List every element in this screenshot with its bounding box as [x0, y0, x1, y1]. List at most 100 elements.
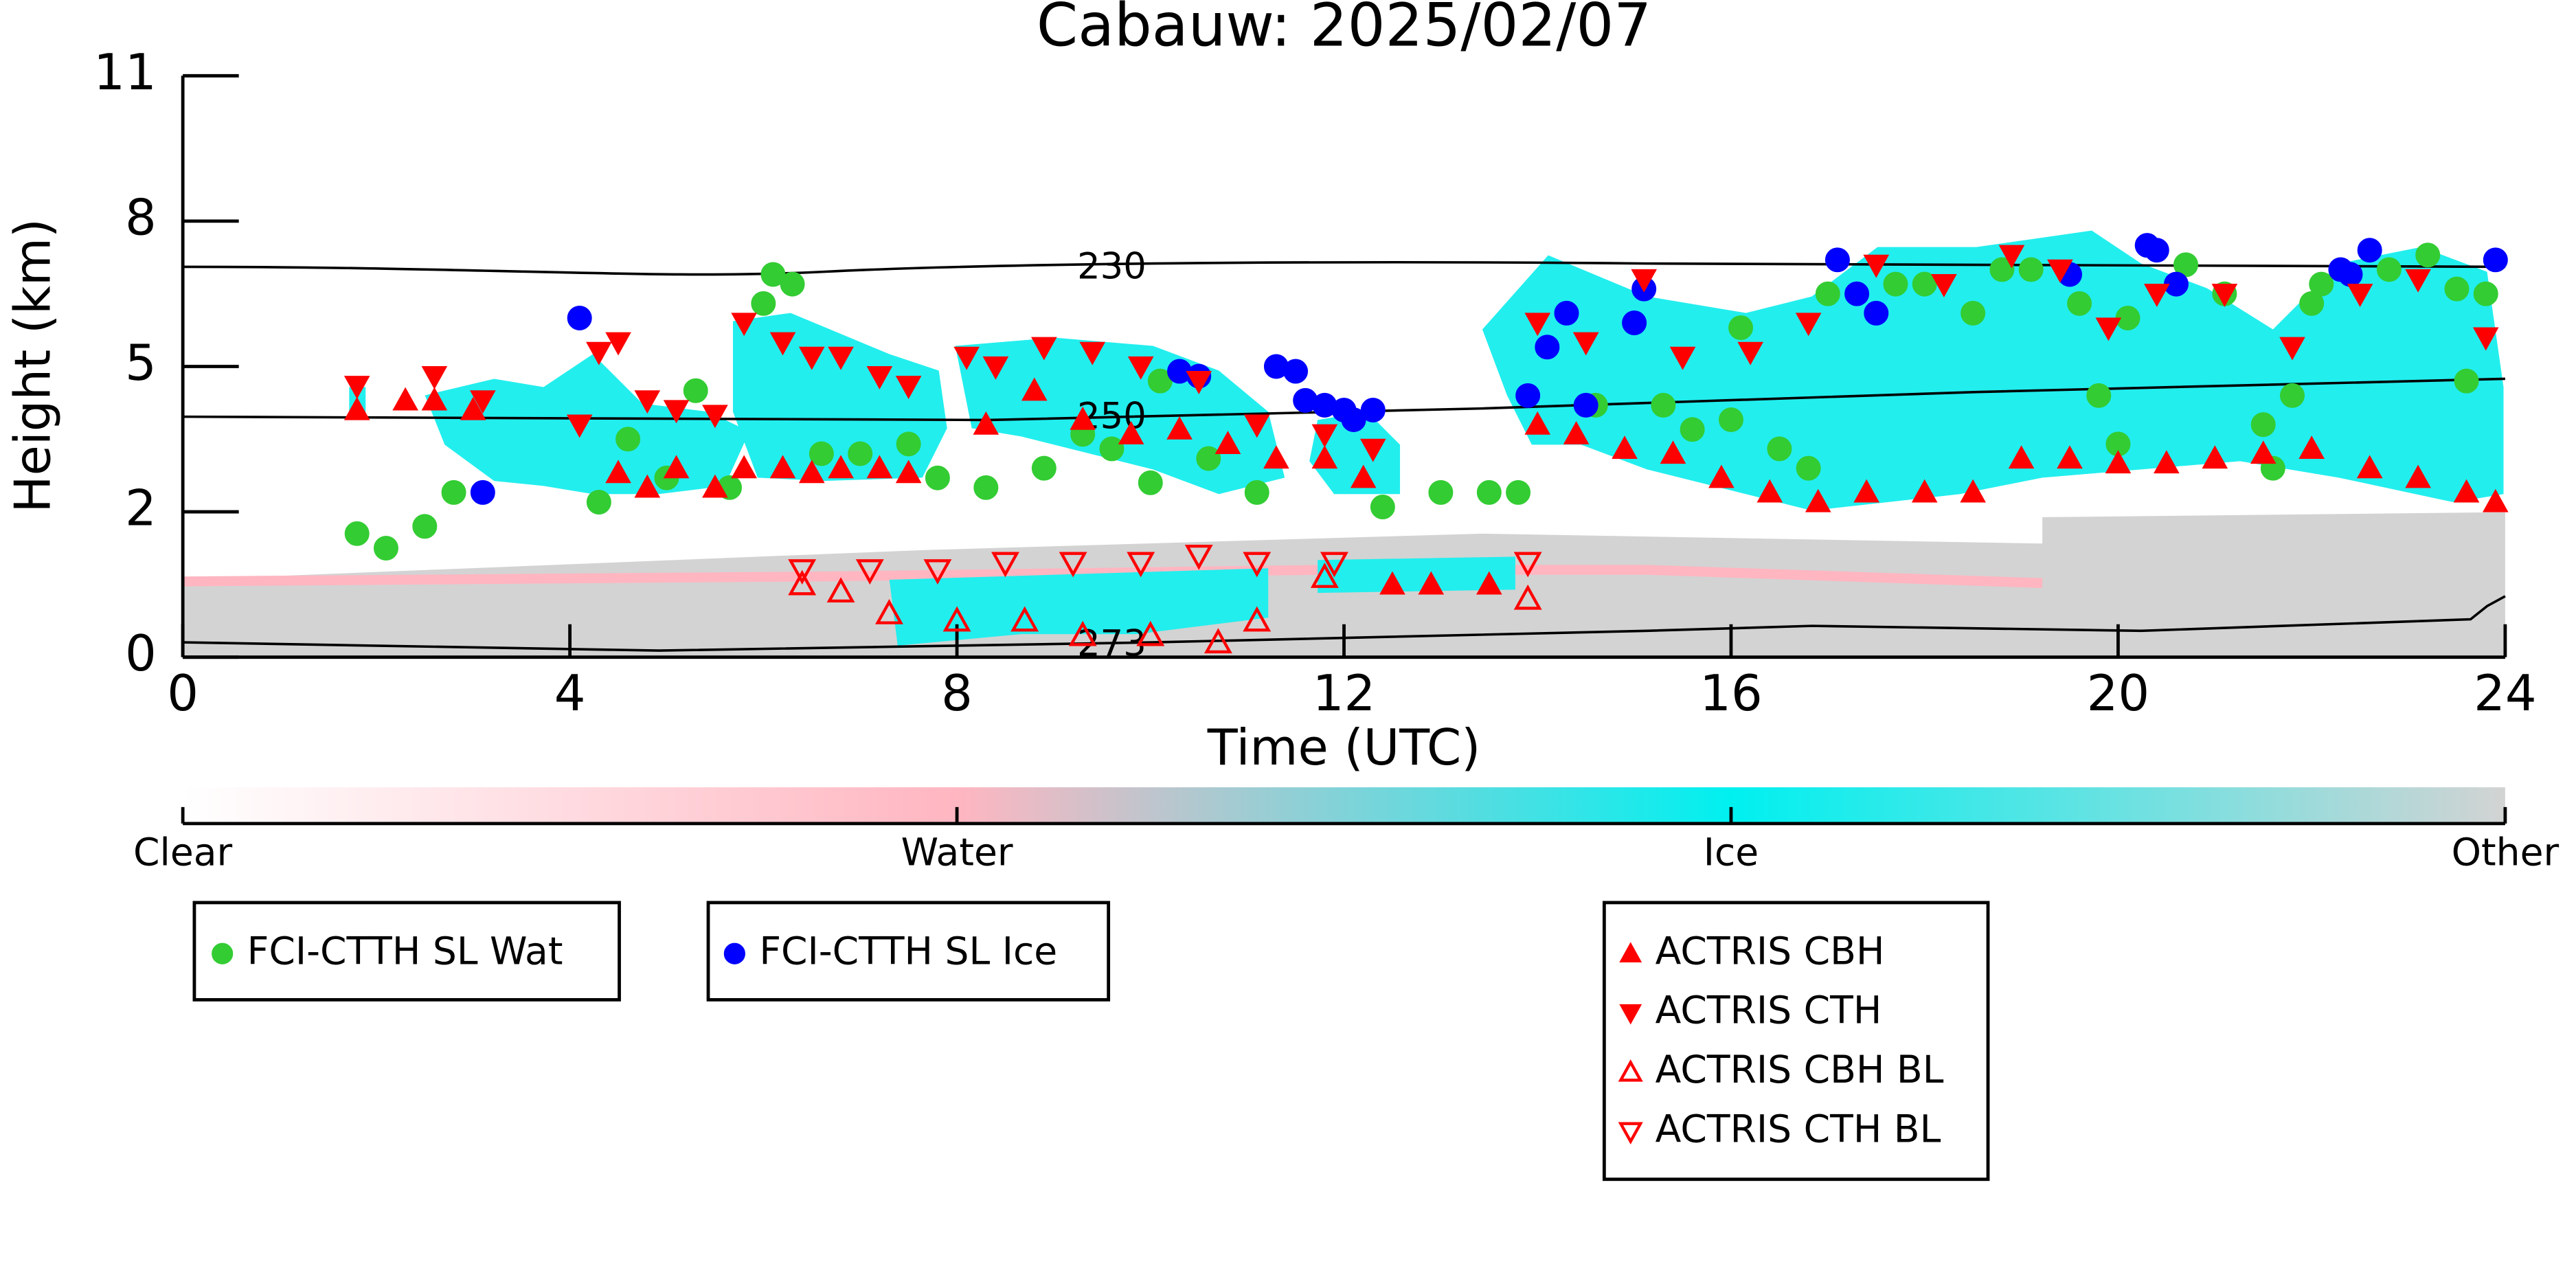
point	[973, 411, 999, 435]
point	[1853, 479, 1880, 503]
y-tick-label: 5	[125, 334, 157, 392]
point	[991, 552, 1019, 578]
point	[1513, 552, 1542, 578]
point	[896, 431, 921, 457]
point	[412, 514, 438, 539]
point	[2357, 238, 2382, 263]
point	[2095, 317, 2122, 341]
point	[1360, 397, 1386, 422]
point	[1767, 436, 1792, 462]
point	[1476, 571, 1502, 595]
point	[1204, 628, 1232, 654]
x-axis-label: Time (UTC)	[1207, 719, 1481, 776]
point	[1844, 281, 1870, 306]
point	[2309, 271, 2334, 297]
x-tick-label: 16	[1699, 664, 1763, 722]
point	[2453, 479, 2480, 503]
point	[875, 598, 903, 624]
point	[634, 474, 661, 498]
point	[1612, 436, 1638, 460]
point	[634, 390, 661, 414]
point	[731, 455, 757, 479]
contour-label: 230	[1077, 245, 1146, 287]
point	[1931, 273, 1957, 297]
point	[2299, 291, 2325, 316]
legend-label: FCI-CTTH SL Ice	[759, 929, 1057, 973]
legend-label: ACTRIS CBH	[1656, 929, 1885, 973]
point	[392, 387, 418, 411]
point	[1998, 245, 2025, 269]
point	[2154, 450, 2180, 474]
point	[1243, 606, 1272, 632]
point	[1524, 313, 1551, 337]
point	[1184, 544, 1213, 570]
point	[702, 474, 728, 498]
point	[1524, 411, 1551, 435]
point	[1960, 479, 1986, 503]
y-axis-label: Height (km)	[3, 218, 61, 512]
point	[1138, 470, 1163, 495]
point	[1989, 257, 2015, 282]
x-tick-label: 20	[2087, 664, 2150, 722]
point	[1795, 313, 1822, 337]
point	[2472, 327, 2499, 351]
point	[1359, 438, 1386, 462]
point	[826, 577, 855, 603]
point	[605, 332, 631, 356]
point	[1147, 368, 1173, 394]
point	[1622, 310, 1647, 335]
point	[809, 441, 834, 466]
point	[1428, 479, 1454, 505]
point	[586, 341, 612, 365]
point	[1031, 337, 1057, 361]
point	[1573, 392, 1598, 418]
legend-marker	[1619, 942, 1642, 962]
legend-box	[706, 901, 1111, 1002]
point	[1127, 552, 1155, 578]
legend-marker	[1618, 1059, 1643, 1082]
legend-label: FCI-CTTH SL Wat	[247, 929, 563, 973]
legend-marker	[1618, 1122, 1643, 1145]
point	[2086, 383, 2112, 408]
legend-label: ACTRIS CTH	[1656, 989, 1882, 1033]
point	[2482, 488, 2509, 512]
point	[1728, 315, 1754, 341]
colorbar-label: Water	[901, 831, 1013, 875]
point	[2067, 291, 2092, 316]
point	[2143, 284, 2170, 307]
point	[1243, 552, 1272, 578]
point	[2144, 238, 2169, 263]
point	[2202, 445, 2228, 469]
point	[1669, 346, 1696, 370]
point	[1535, 335, 1560, 360]
point	[1214, 431, 1241, 454]
point	[615, 427, 641, 452]
point	[1864, 300, 1889, 326]
x-tick-label: 24	[2474, 664, 2537, 722]
colorbar	[183, 787, 2505, 824]
point	[460, 396, 486, 420]
point	[373, 536, 398, 561]
point	[2280, 383, 2305, 408]
legend-marker	[212, 942, 234, 964]
ice-area	[1482, 230, 2504, 511]
point	[973, 475, 999, 500]
point	[1883, 271, 1908, 297]
point	[895, 460, 922, 484]
point	[1815, 281, 1840, 306]
colorbar-label: Clear	[133, 831, 233, 875]
ice-area	[1318, 556, 1515, 594]
point	[788, 569, 817, 596]
point	[2211, 284, 2238, 307]
point	[1911, 479, 1938, 503]
point	[1680, 417, 1705, 442]
x-tick-label: 12	[1313, 664, 1376, 722]
legend-marker	[1619, 1004, 1642, 1025]
point	[2298, 436, 2325, 460]
point	[1660, 440, 1686, 464]
legend-box	[1602, 901, 1990, 1182]
point	[586, 489, 611, 515]
point	[2415, 242, 2441, 268]
point	[1651, 392, 1676, 418]
